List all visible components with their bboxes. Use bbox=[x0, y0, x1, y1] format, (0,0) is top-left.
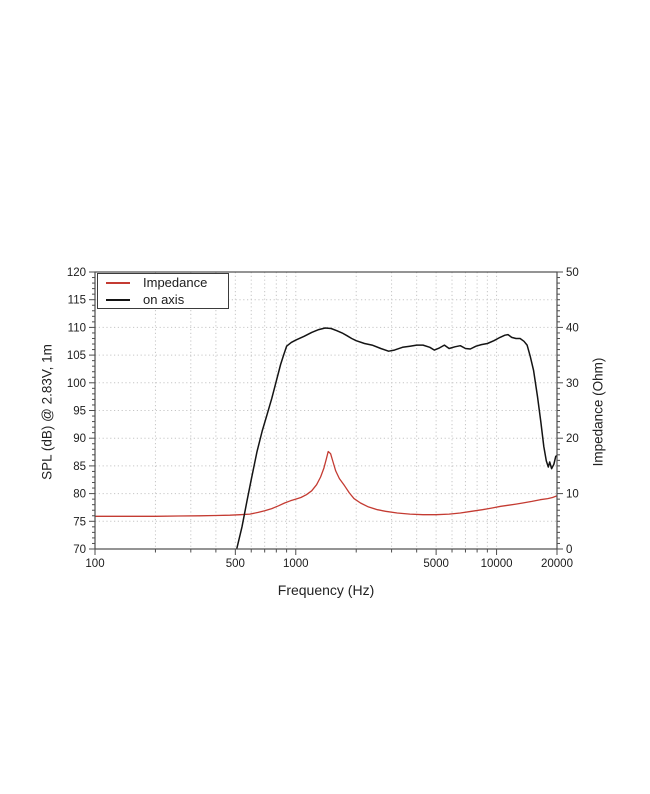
impedance-line-swatch bbox=[106, 281, 130, 284]
series-on-axis bbox=[235, 327, 557, 549]
axis-ticks bbox=[89, 271, 563, 555]
legend-item-impedance: Impedance bbox=[106, 274, 228, 290]
y-left-tick-label: 110 bbox=[68, 322, 86, 334]
x-tick-label: 100 bbox=[85, 558, 104, 570]
y-right-tick-label: 40 bbox=[566, 322, 579, 334]
y-right-tick-label: 10 bbox=[566, 489, 579, 501]
y-left-axis-title: SPL (dB) @ 2.83V, 1m bbox=[39, 344, 55, 480]
legend-item-on-axis: on axis bbox=[106, 291, 228, 307]
y-left-tick-label: 115 bbox=[68, 295, 86, 307]
y-right-tick-label: 20 bbox=[566, 433, 579, 445]
y-left-tick-label: 75 bbox=[73, 516, 86, 528]
y-right-tick-label: 50 bbox=[566, 267, 579, 279]
legend-label-impedance: Impedance bbox=[143, 274, 208, 290]
y-left-tick-label: 105 bbox=[67, 350, 86, 362]
series-curves bbox=[95, 327, 557, 549]
legend: Impedance on axis bbox=[97, 273, 229, 309]
series-impedance bbox=[95, 450, 557, 517]
y-left-tick-label: 100 bbox=[67, 378, 86, 390]
y-right-axis-title: Impedance (Ohm) bbox=[590, 357, 606, 467]
legend-label-on-axis: on axis bbox=[143, 291, 185, 307]
y-left-tick-label: 80 bbox=[73, 489, 86, 501]
x-tick-label: 10000 bbox=[481, 558, 513, 570]
y-left-tick-label: 95 bbox=[73, 406, 86, 418]
x-tick-label: 1000 bbox=[283, 558, 309, 570]
tick-labels: 70 75 80 85 90 95 100 105 110 115 120 0 10 20 30 40 50 10… bbox=[67, 267, 579, 570]
y-left-tick-label: 120 bbox=[67, 267, 86, 279]
y-left-tick-label: 90 bbox=[73, 433, 86, 445]
x-tick-label: 5000 bbox=[423, 558, 449, 570]
gridlines bbox=[95, 272, 557, 549]
y-left-tick-label: 70 bbox=[73, 544, 86, 556]
x-tick-label: 500 bbox=[226, 558, 245, 570]
y-right-tick-label: 0 bbox=[566, 544, 572, 556]
y-left-tick-label: 85 bbox=[73, 461, 86, 473]
on-axis-line-swatch bbox=[106, 298, 130, 301]
y-right-tick-label: 30 bbox=[566, 378, 579, 390]
x-tick-label: 20000 bbox=[541, 558, 573, 570]
x-axis-title: Frequency (Hz) bbox=[277, 582, 375, 598]
